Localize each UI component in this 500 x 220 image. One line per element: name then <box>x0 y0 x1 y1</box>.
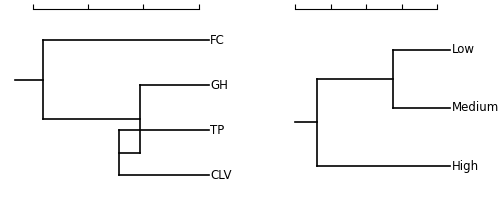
Text: High: High <box>452 160 479 172</box>
Text: TP: TP <box>210 124 224 137</box>
Text: GH: GH <box>210 79 228 92</box>
Text: FC: FC <box>210 34 225 47</box>
Text: CLV: CLV <box>210 169 232 182</box>
Text: Low: Low <box>452 43 475 56</box>
Text: Medium: Medium <box>452 101 499 114</box>
